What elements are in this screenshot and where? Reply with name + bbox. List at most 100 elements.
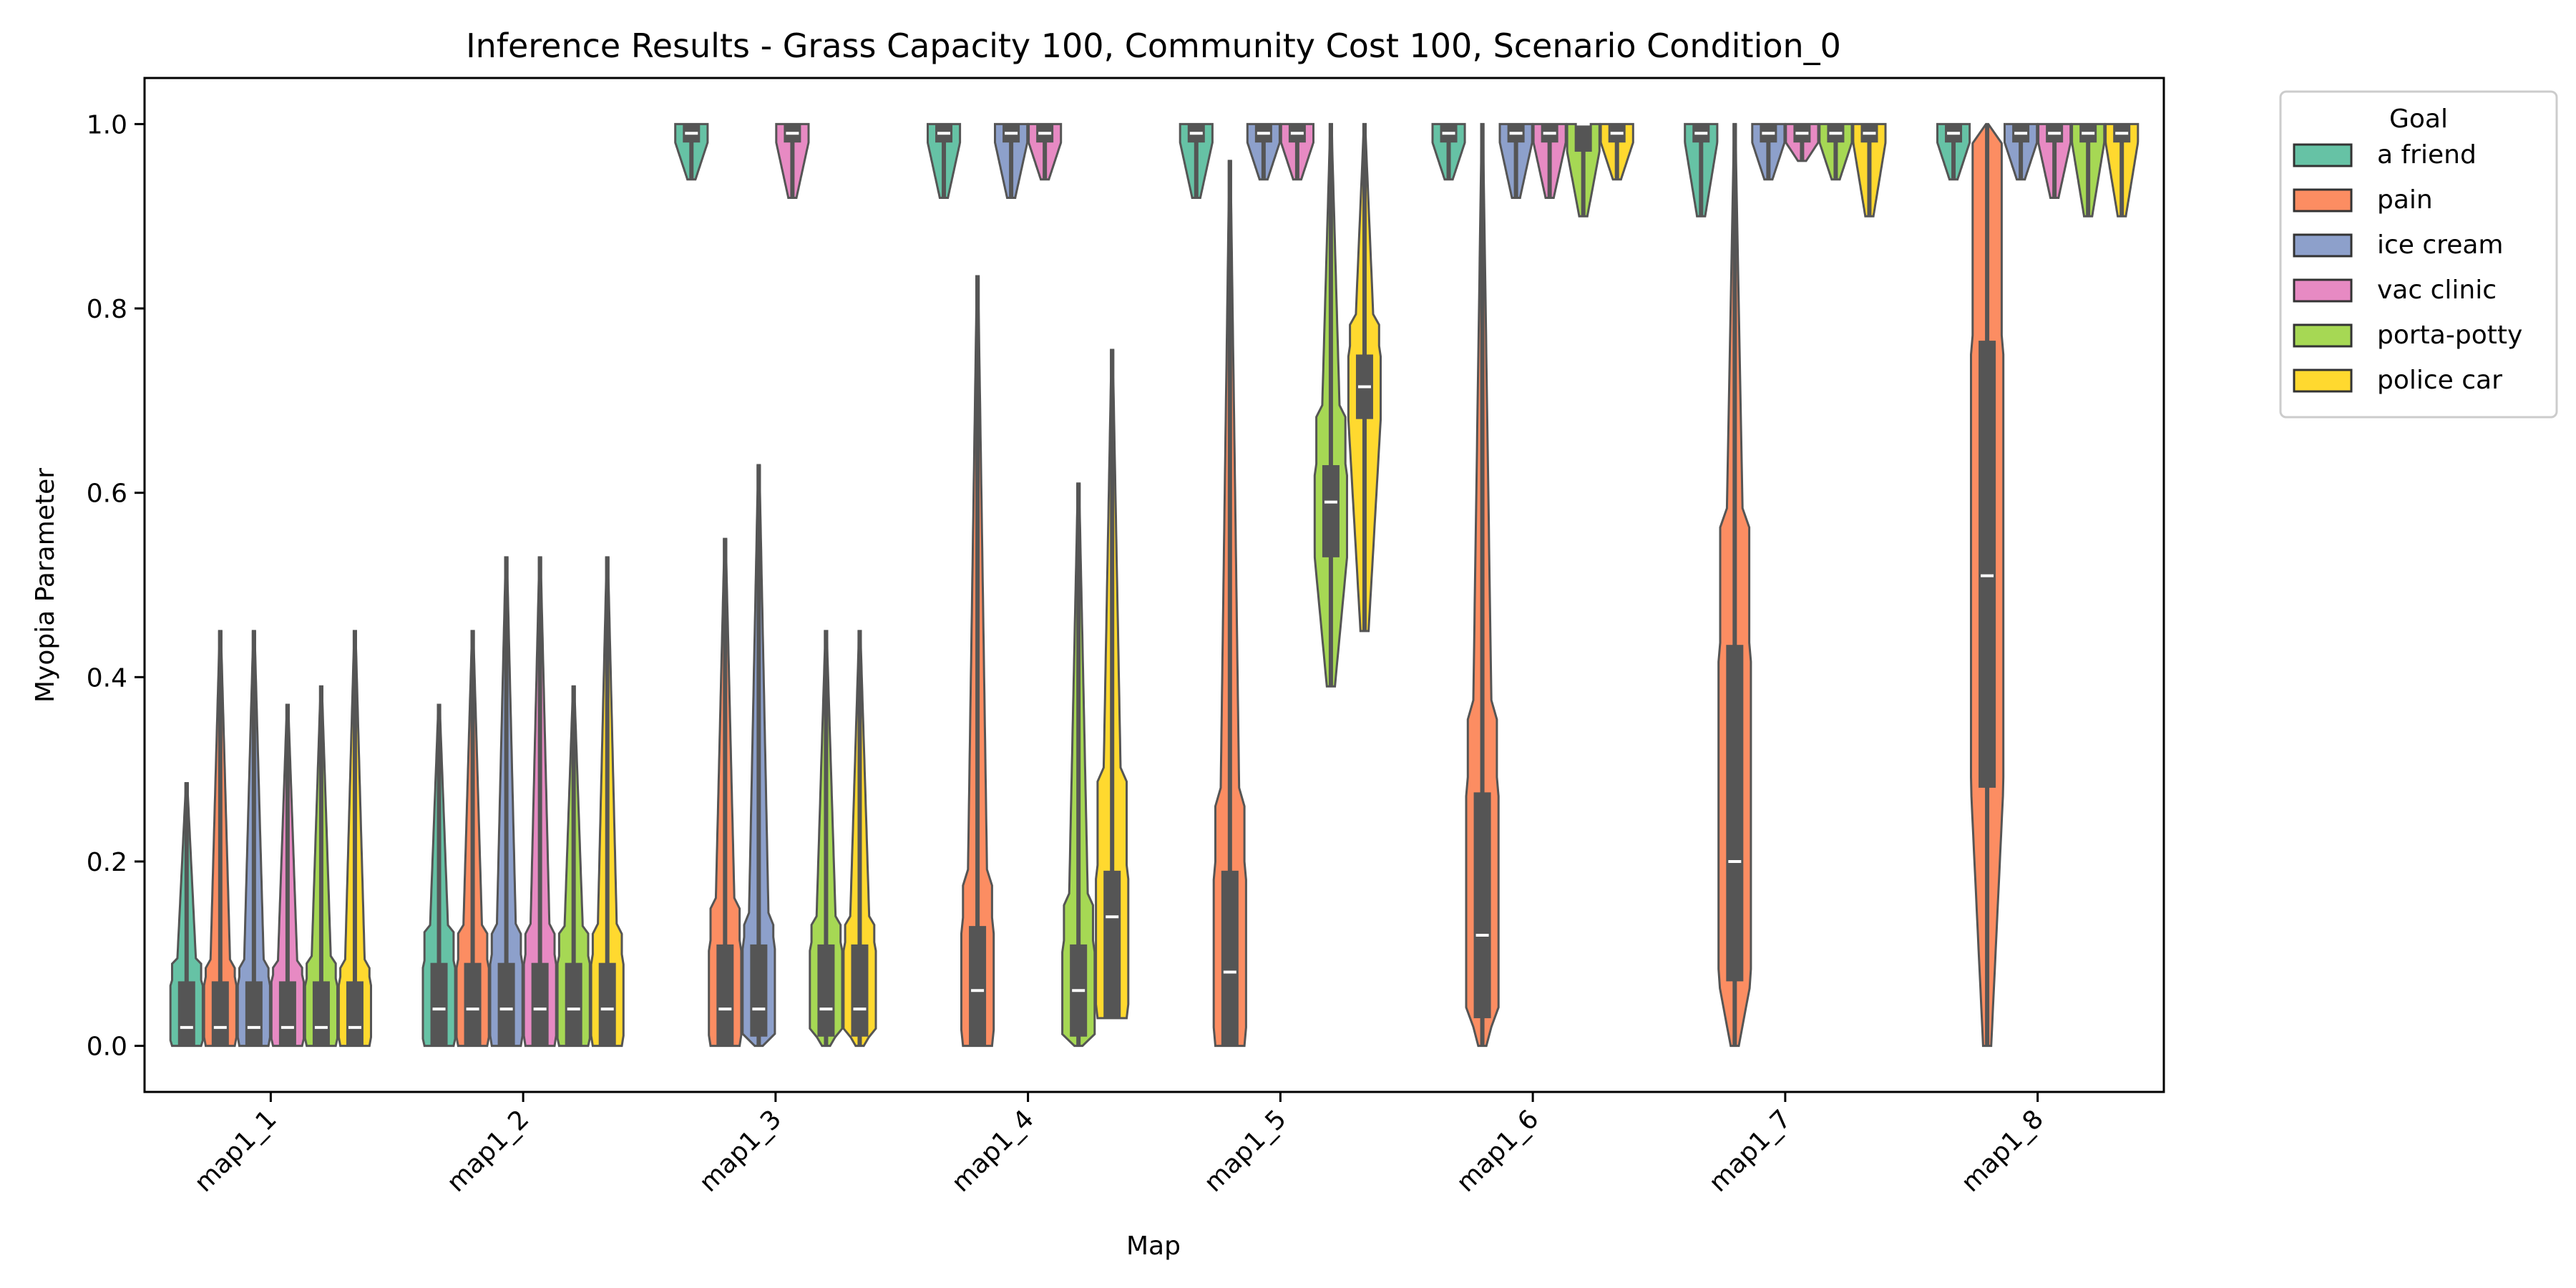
- violin: [1028, 122, 1063, 181]
- plot-area: [169, 122, 2140, 1048]
- violin: [2104, 122, 2140, 218]
- violin: [1465, 122, 1500, 1048]
- y-tick-label: 0.2: [87, 848, 127, 877]
- violin-iqr-box: [1473, 792, 1491, 1018]
- violin-iqr-box: [716, 944, 734, 1046]
- axes-frame: [143, 77, 2165, 1093]
- violin-iqr-box: [1726, 645, 1744, 982]
- y-tick-label: 0.8: [87, 295, 127, 324]
- violin: [2037, 122, 2072, 199]
- violin-iqr-box: [1103, 870, 1121, 1018]
- violin-iqr-box: [969, 926, 987, 1046]
- violin: [203, 630, 238, 1048]
- violin: [489, 556, 524, 1048]
- violin-iqr-box: [851, 944, 869, 1037]
- chart-title: Inference Results - Grass Capacity 100, …: [466, 26, 1841, 65]
- violin: [1246, 122, 1281, 181]
- violin: [236, 630, 271, 1048]
- violin: [1970, 122, 2005, 1048]
- violin: [1785, 122, 1820, 162]
- legend-label: police car: [2377, 366, 2502, 395]
- violin-iqr-box: [312, 981, 330, 1046]
- violin: [421, 703, 457, 1048]
- legend-label: vac clinic: [2377, 275, 2497, 305]
- violin-iqr-box: [598, 962, 616, 1046]
- violin-iqr-box: [497, 962, 515, 1046]
- violin: [1566, 122, 1601, 218]
- violin-iqr-box: [531, 962, 549, 1046]
- violin: [1751, 122, 1786, 181]
- violin: [1347, 122, 1382, 633]
- violin: [1095, 348, 1130, 1020]
- y-axis-label: Myopia Parameter: [31, 468, 60, 703]
- legend-entries: a friend pain ice cream vac clinic porta-pot…: [2293, 140, 2522, 395]
- violin: [1818, 122, 1853, 181]
- violin: [590, 556, 625, 1048]
- violin-iqr-box: [278, 981, 296, 1046]
- y-tick-label: 0.4: [87, 663, 127, 693]
- x-axis-label: Map: [1126, 1231, 1181, 1261]
- violin: [169, 782, 204, 1048]
- legend-label: a friend: [2377, 140, 2477, 170]
- y-tick-label: 0.6: [87, 479, 127, 509]
- violin-iqr-box: [1322, 465, 1340, 557]
- violin-iqr-box: [1979, 341, 1996, 788]
- violin: [455, 630, 490, 1048]
- y-tick-label: 1.0: [87, 110, 127, 140]
- violin-iqr-box: [464, 962, 482, 1046]
- violin: [842, 630, 877, 1048]
- violin-iqr-box: [211, 981, 229, 1046]
- legend: Goal a friend pain ice cream vac clinic port…: [2279, 90, 2558, 419]
- violin: [303, 685, 338, 1048]
- violin: [674, 122, 709, 181]
- violin: [1684, 122, 1719, 218]
- violin: [1313, 122, 1348, 688]
- violin-iqr-box: [430, 962, 448, 1046]
- violin: [1532, 122, 1567, 199]
- violin: [1498, 122, 1533, 199]
- violin: [337, 630, 372, 1048]
- violin-iqr-box: [1221, 870, 1239, 1046]
- violin: [1852, 122, 1887, 218]
- violin: [775, 122, 810, 199]
- violin: [270, 703, 305, 1048]
- y-axis: 0.0 0.2 0.4 0.6 0.8 1.0: [87, 110, 145, 1062]
- violin: [1061, 482, 1096, 1048]
- legend-label: pain: [2377, 185, 2433, 215]
- legend-label: ice cream: [2377, 230, 2503, 260]
- violin: [741, 464, 776, 1048]
- legend-swatch: [2293, 233, 2353, 258]
- violin: [994, 122, 1029, 199]
- violin: [1431, 122, 1466, 181]
- legend-swatch: [2293, 188, 2353, 213]
- violin: [2004, 122, 2039, 181]
- violin-iqr-box: [346, 981, 364, 1046]
- violin-iqr-box: [565, 962, 582, 1046]
- violin: [1717, 122, 1752, 1048]
- violin: [927, 122, 962, 199]
- violin: [960, 275, 995, 1048]
- violin: [708, 537, 743, 1048]
- violin: [1936, 122, 1971, 181]
- violin: [522, 556, 557, 1048]
- legend-swatch: [2293, 323, 2353, 348]
- violin-iqr-box: [750, 944, 768, 1037]
- violin-iqr-box: [177, 981, 195, 1046]
- violin-iqr-box: [1574, 124, 1592, 152]
- violin-iqr-box: [245, 981, 263, 1046]
- violin: [1212, 160, 1247, 1048]
- violin-iqr-box: [817, 944, 835, 1037]
- legend-title: Goal: [2389, 104, 2448, 134]
- violin: [1279, 122, 1314, 181]
- violin: [556, 685, 591, 1048]
- violin: [1599, 122, 1634, 181]
- legend-swatch: [2293, 369, 2353, 393]
- legend-label: porta-potty: [2377, 321, 2522, 350]
- violin: [1179, 122, 1214, 199]
- legend-swatch: [2293, 143, 2353, 167]
- legend-swatch: [2293, 278, 2353, 303]
- violin: [809, 630, 844, 1048]
- y-tick-label: 0.0: [87, 1033, 127, 1062]
